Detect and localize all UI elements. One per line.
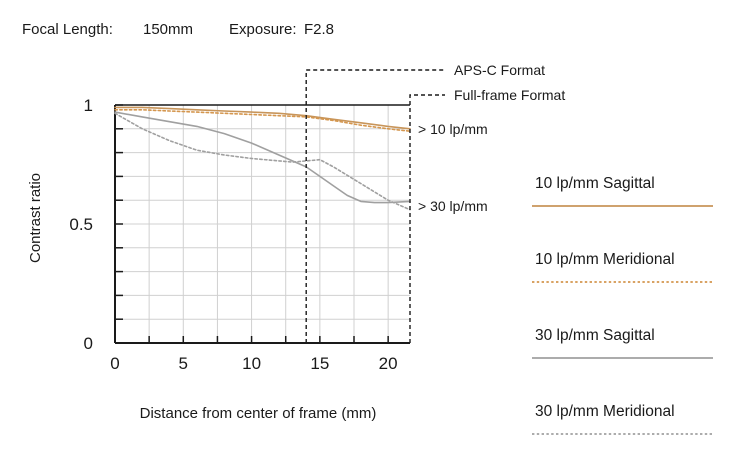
aps-c-format-label: APS-C Format [454, 62, 545, 78]
x-tick-label: 20 [379, 354, 398, 373]
y-tick-label: 0.5 [69, 215, 93, 234]
x-tick-label: 5 [179, 354, 188, 373]
tick-labels: 0 5 10 15 20 0 0.5 1 [69, 96, 397, 373]
aps-c-format-line [305, 69, 445, 343]
series-line-1 [114, 106, 411, 130]
callout-10lpmm: > 10 lp/mm [418, 121, 488, 137]
series-lines [114, 106, 411, 211]
x-tick-label: 10 [242, 354, 261, 373]
header: Focal Length: 150mm Exposure: F2.8 [22, 21, 334, 38]
series-line-4 [114, 112, 411, 211]
legend: 10 lp/mm Sagittal 10 lp/mm Meridional 30 l… [532, 175, 713, 435]
x-tick-label: 15 [310, 354, 329, 373]
legend-label-3: 30 lp/mm Sagittal [535, 327, 655, 344]
full-frame-format-label: Full-frame Format [454, 87, 565, 103]
exposure-label: Exposure: [229, 21, 297, 38]
x-axis-title: Distance from center of frame (mm) [140, 405, 377, 422]
y-tick-label: 1 [84, 96, 93, 115]
y-tick-label: 0 [84, 334, 93, 353]
legend-label-4: 30 lp/mm Meridional [535, 403, 675, 420]
grid [115, 105, 410, 343]
exposure-value: F2.8 [304, 21, 334, 38]
focal-length-label: Focal Length: [22, 21, 113, 38]
callout-30lpmm: > 30 lp/mm [418, 198, 488, 214]
x-tick-label: 0 [110, 354, 119, 373]
axes [114, 104, 410, 344]
full-frame-format-line [409, 94, 445, 343]
focal-length-value: 150mm [143, 21, 193, 38]
y-axis-title: Contrast ratio [27, 173, 44, 263]
annotations: APS-C Format Full-frame Format > 10 lp/mm >… [305, 62, 565, 343]
legend-label-1: 10 lp/mm Sagittal [535, 175, 655, 192]
series-line-2 [114, 109, 411, 132]
legend-label-2: 10 lp/mm Meridional [535, 251, 675, 268]
